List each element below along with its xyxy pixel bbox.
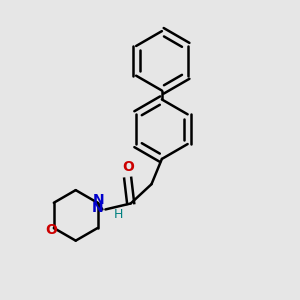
Text: H: H [114,208,123,221]
Text: O: O [122,160,134,174]
Text: N: N [92,201,103,215]
Text: N: N [93,194,105,207]
Text: O: O [45,224,57,237]
